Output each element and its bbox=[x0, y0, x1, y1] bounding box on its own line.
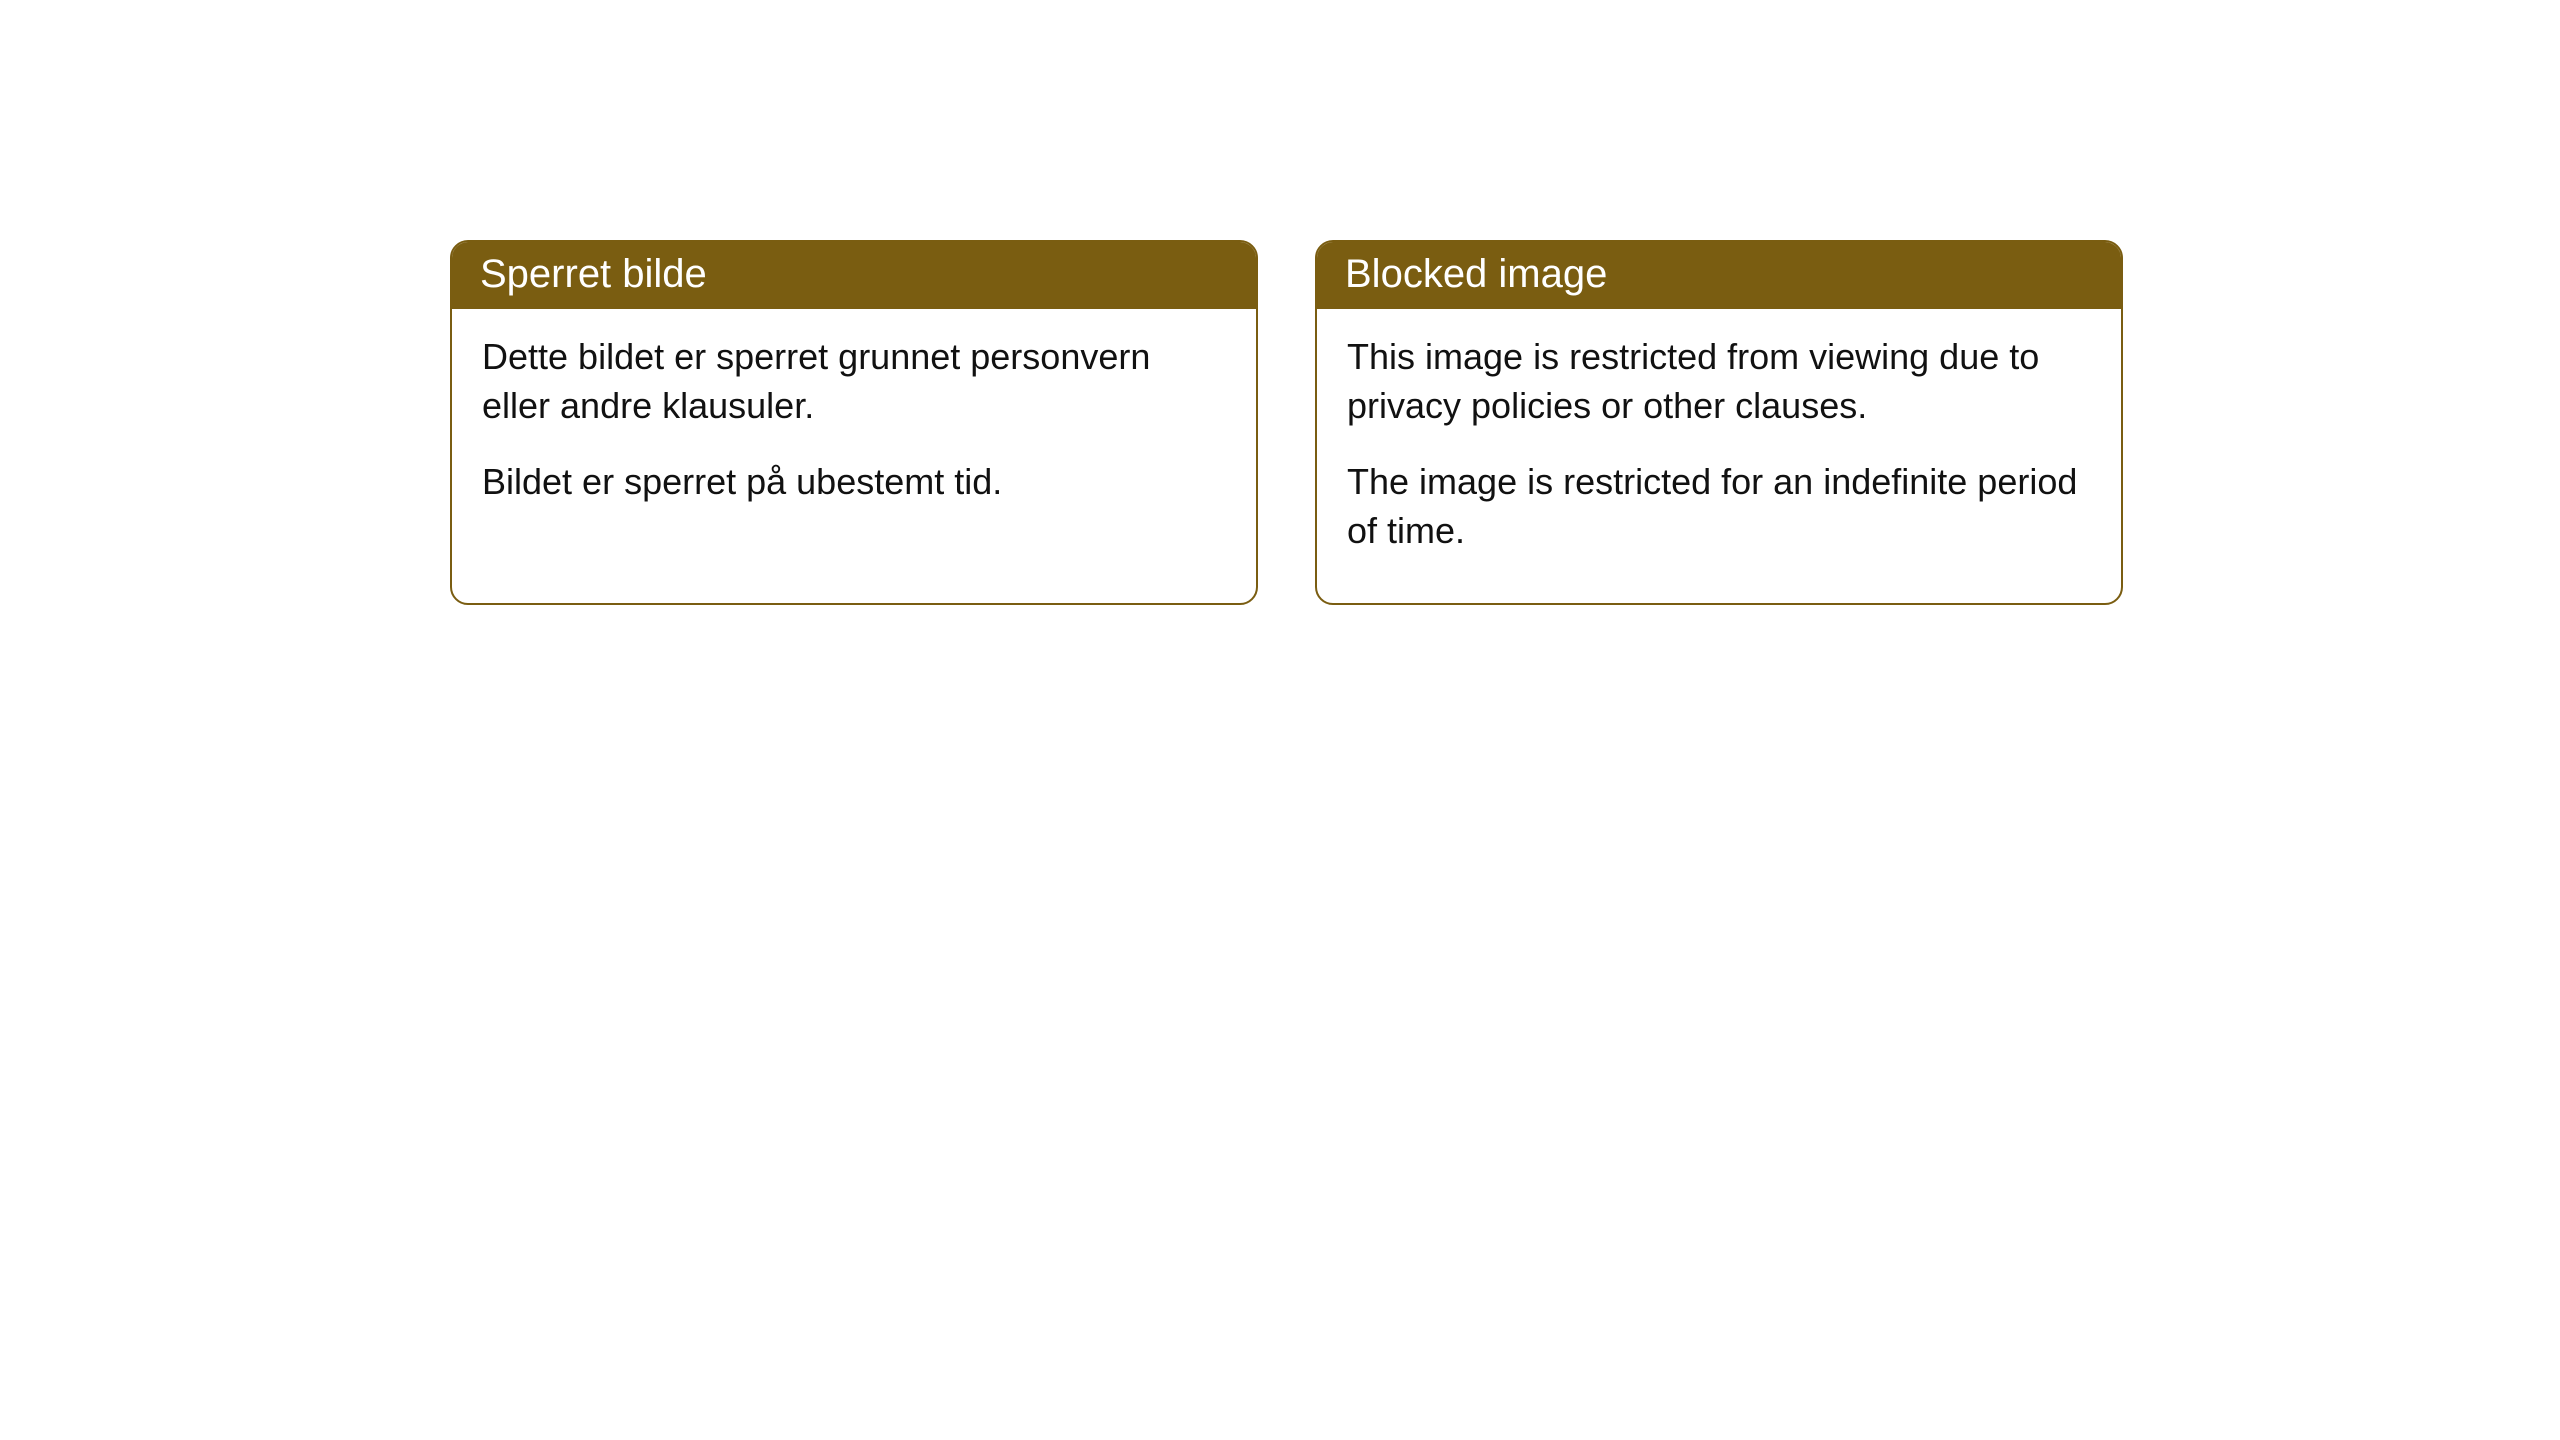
notice-paragraph: Dette bildet er sperret grunnet personve… bbox=[482, 333, 1226, 430]
card-body: Dette bildet er sperret grunnet personve… bbox=[452, 309, 1256, 555]
notice-paragraph: Bildet er sperret på ubestemt tid. bbox=[482, 458, 1226, 507]
notice-card-norwegian: Sperret bilde Dette bildet er sperret gr… bbox=[450, 240, 1258, 605]
card-header: Sperret bilde bbox=[452, 242, 1256, 309]
card-header: Blocked image bbox=[1317, 242, 2121, 309]
notice-cards-container: Sperret bilde Dette bildet er sperret gr… bbox=[450, 240, 2123, 605]
notice-paragraph: This image is restricted from viewing du… bbox=[1347, 333, 2091, 430]
notice-paragraph: The image is restricted for an indefinit… bbox=[1347, 458, 2091, 555]
notice-card-english: Blocked image This image is restricted f… bbox=[1315, 240, 2123, 605]
card-body: This image is restricted from viewing du… bbox=[1317, 309, 2121, 603]
